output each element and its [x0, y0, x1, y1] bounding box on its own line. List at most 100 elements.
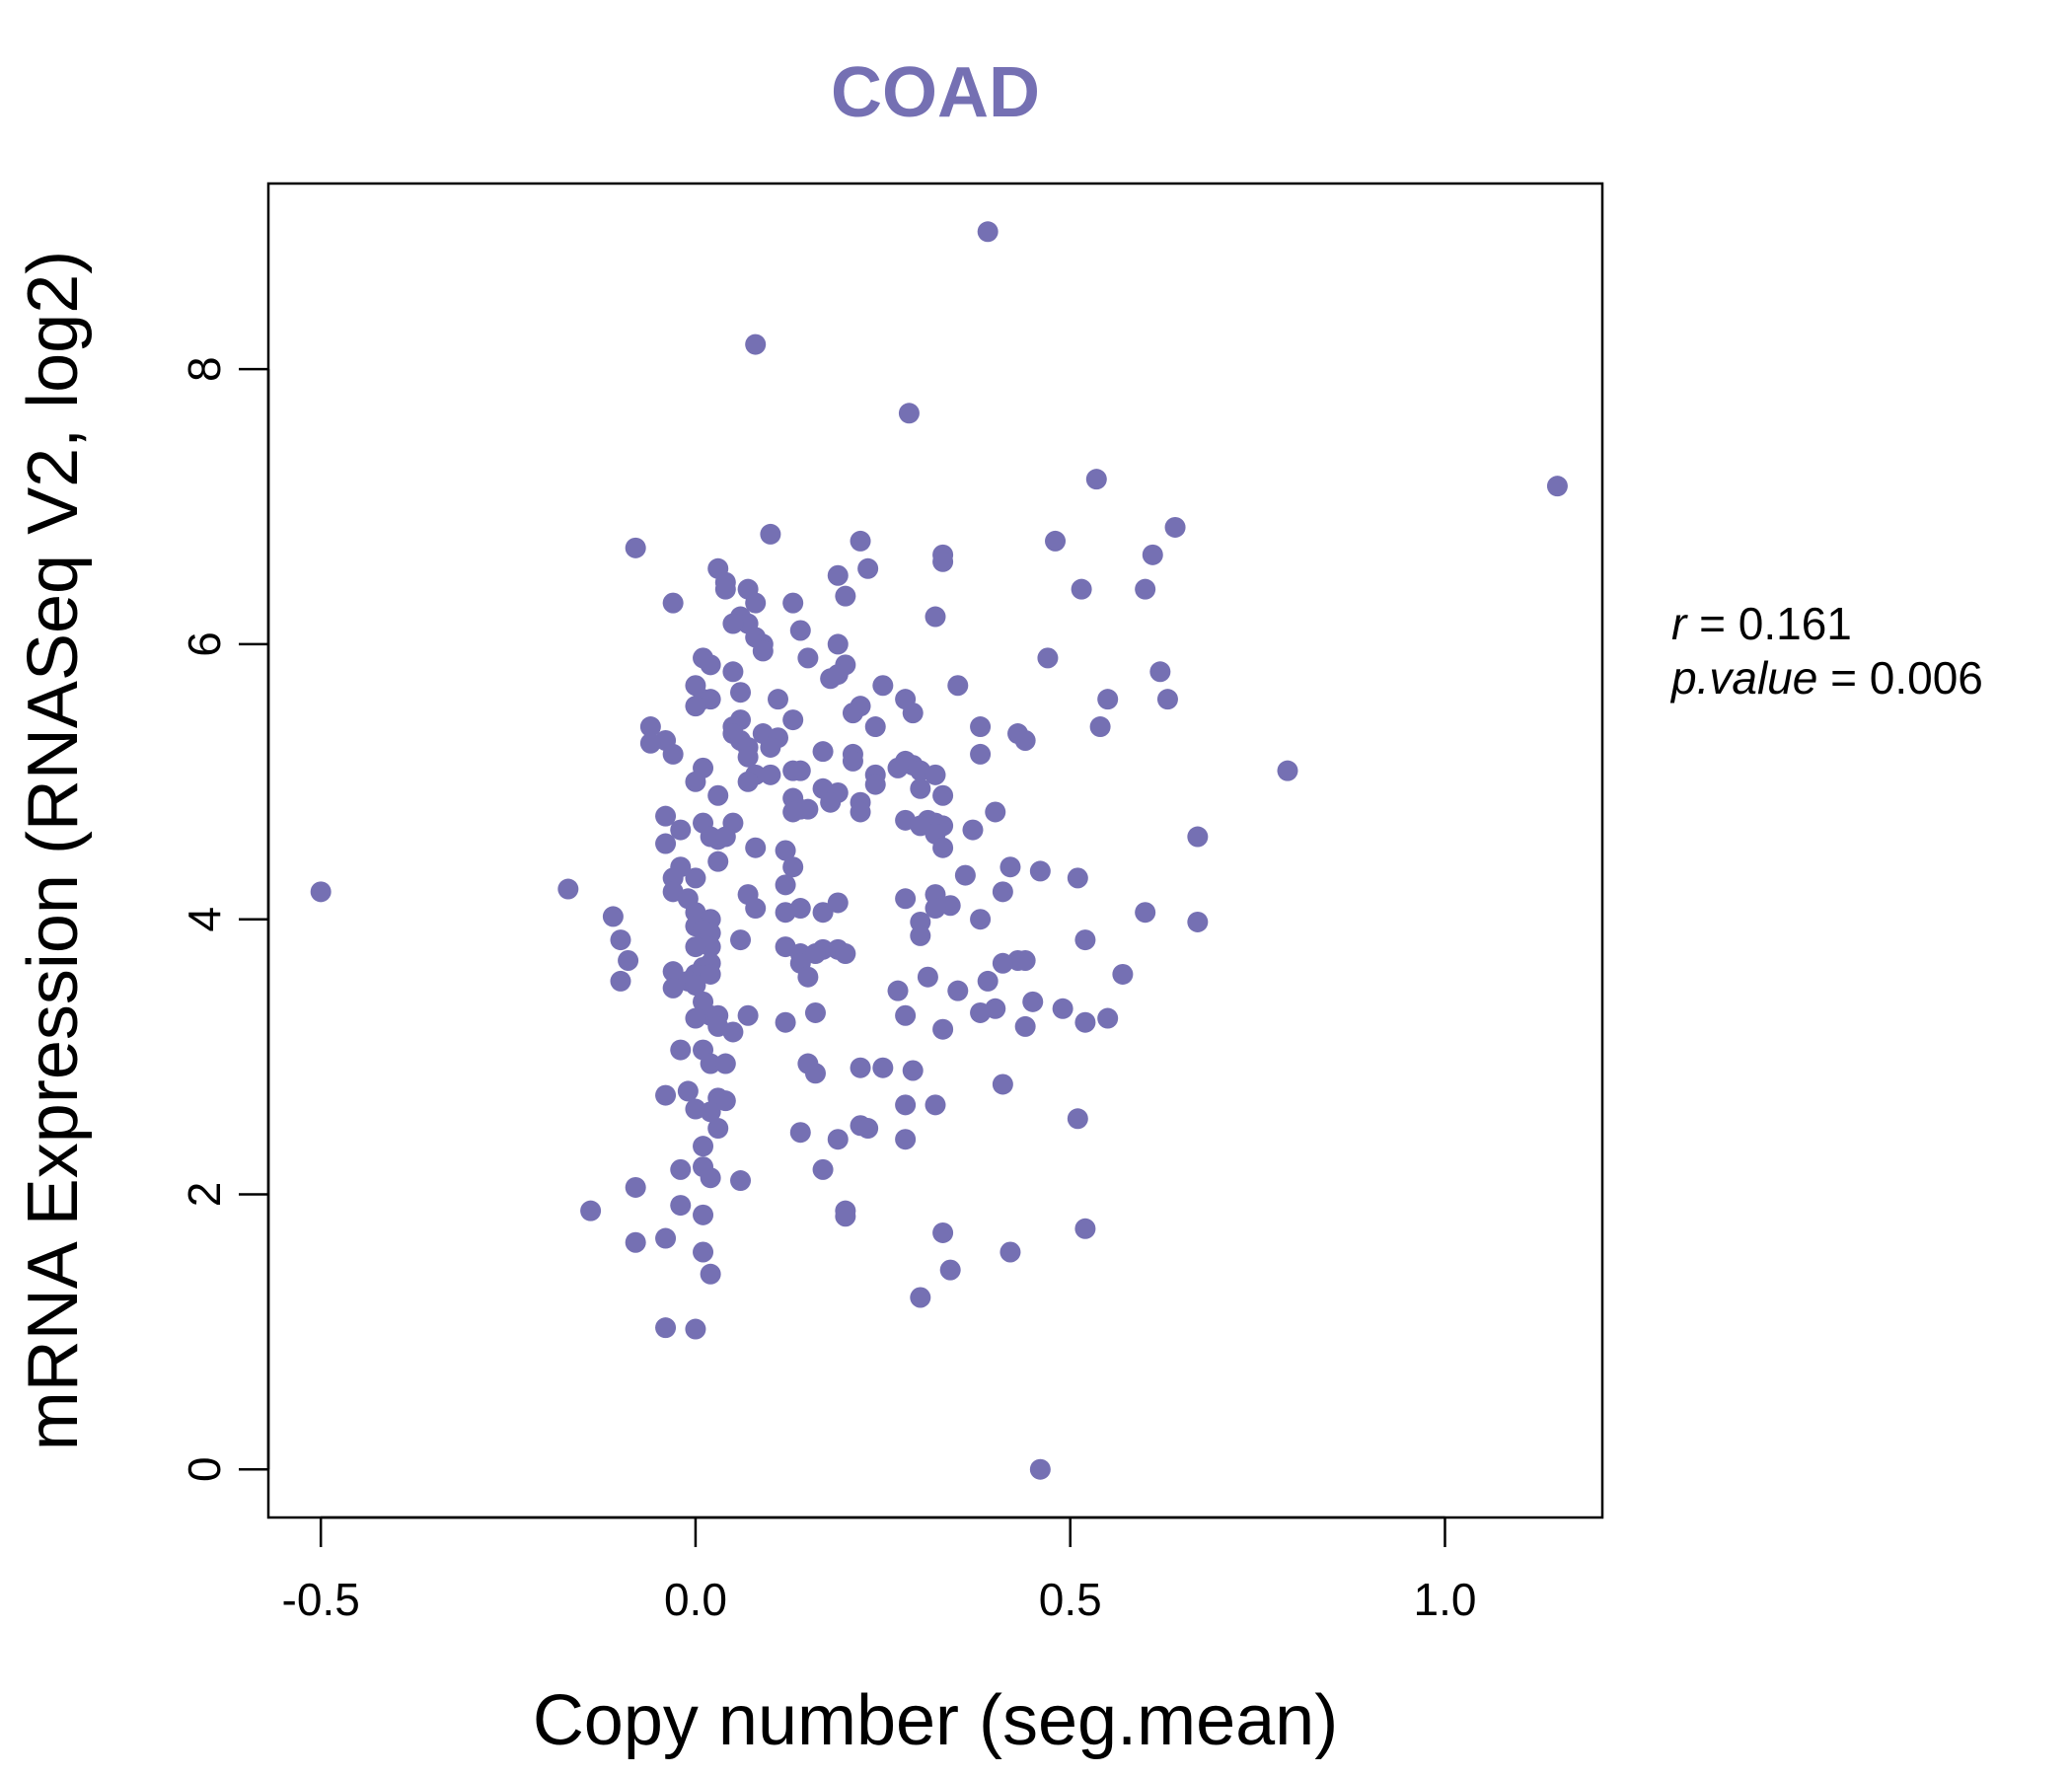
data-point	[670, 1195, 692, 1217]
data-point	[1187, 826, 1209, 848]
data-point	[789, 1122, 811, 1144]
data-point	[932, 784, 954, 806]
data-point	[925, 1094, 946, 1116]
data-point	[775, 1011, 796, 1033]
data-point	[850, 801, 871, 823]
data-point	[954, 864, 976, 886]
data-point	[812, 1158, 834, 1180]
data-point	[895, 1094, 917, 1116]
data-point	[1067, 1108, 1088, 1130]
x-tick-label: 0.0	[664, 1574, 727, 1625]
r-equals: =	[1686, 598, 1738, 649]
data-point	[1014, 729, 1036, 751]
r-symbol: r	[1671, 598, 1688, 649]
data-point	[1085, 469, 1107, 490]
data-point	[625, 1176, 646, 1198]
data-point	[977, 970, 999, 992]
p-stat: p.value = 0.006	[1669, 652, 1983, 703]
data-point	[655, 1317, 677, 1339]
data-point	[639, 732, 661, 754]
data-point	[992, 881, 1013, 903]
data-point	[557, 878, 579, 900]
data-point	[1149, 661, 1171, 683]
y-tick-label: 6	[179, 631, 230, 657]
x-tick-label: 0.5	[1039, 1574, 1102, 1625]
data-point	[797, 647, 819, 669]
data-point	[992, 1073, 1013, 1095]
data-point	[992, 952, 1013, 974]
data-point	[797, 966, 819, 988]
data-point	[707, 1118, 729, 1140]
data-point	[1097, 689, 1119, 710]
y-tick-label: 8	[179, 356, 230, 382]
data-point	[827, 564, 849, 586]
data-point	[1074, 1218, 1096, 1239]
data-point	[714, 1090, 736, 1112]
data-point	[760, 523, 781, 545]
data-point	[714, 826, 736, 848]
data-point	[850, 1057, 871, 1078]
data-point	[827, 1129, 849, 1150]
data-point	[887, 757, 909, 778]
p-symbol: p.value	[1669, 652, 1817, 703]
data-point	[835, 585, 856, 607]
data-point	[1067, 867, 1088, 889]
data-point	[1156, 689, 1178, 710]
data-point	[782, 592, 804, 614]
p-equals: =	[1817, 652, 1869, 703]
data-point	[1052, 998, 1073, 1019]
data-point	[1074, 1011, 1096, 1033]
data-point	[1071, 578, 1092, 600]
data-point	[910, 925, 931, 946]
data-point	[999, 856, 1021, 878]
data-point	[722, 661, 744, 683]
data-point	[939, 1259, 961, 1281]
r-value: 0.161	[1739, 598, 1852, 649]
data-point	[1014, 1015, 1036, 1037]
y-tick-label: 0	[179, 1456, 230, 1482]
data-point	[745, 898, 767, 920]
data-point	[1164, 516, 1186, 538]
data-point	[700, 1101, 721, 1123]
data-point	[820, 791, 842, 813]
data-point	[932, 1018, 954, 1040]
data-point	[1142, 544, 1163, 565]
data-point	[812, 741, 834, 763]
data-point	[767, 689, 788, 710]
data-point	[1074, 929, 1096, 951]
data-point	[999, 1241, 1021, 1263]
data-point	[670, 1039, 692, 1061]
y-tick-label: 2	[179, 1182, 230, 1208]
data-point	[618, 950, 639, 972]
data-point	[932, 1221, 954, 1243]
data-point	[745, 592, 767, 614]
data-point	[760, 764, 781, 785]
data-point	[310, 881, 332, 903]
chart-title: COAD	[831, 53, 1040, 132]
data-point	[1037, 647, 1059, 669]
data-point	[693, 1241, 714, 1263]
data-point	[1045, 530, 1067, 552]
data-point	[625, 537, 646, 558]
data-point	[775, 840, 796, 861]
data-point	[737, 771, 759, 792]
data-point	[812, 902, 834, 924]
data-point	[662, 743, 684, 765]
data-point	[775, 874, 796, 896]
data-point	[693, 1136, 714, 1157]
y-tick-label: 4	[179, 907, 230, 932]
data-point	[895, 1004, 917, 1026]
x-tick-label: -0.5	[282, 1574, 360, 1625]
data-point	[970, 1001, 992, 1023]
y-axis-label: mRNA Expression (RNASeq V2, log2)	[14, 251, 93, 1450]
x-axis-label: Copy number (seg.mean)	[533, 1681, 1338, 1760]
data-point	[827, 633, 849, 655]
data-point	[887, 980, 909, 1001]
data-point	[977, 221, 999, 243]
data-point	[970, 743, 992, 765]
data-point	[745, 333, 767, 355]
data-point	[602, 906, 624, 927]
data-point	[842, 750, 863, 772]
data-point	[700, 1263, 721, 1285]
